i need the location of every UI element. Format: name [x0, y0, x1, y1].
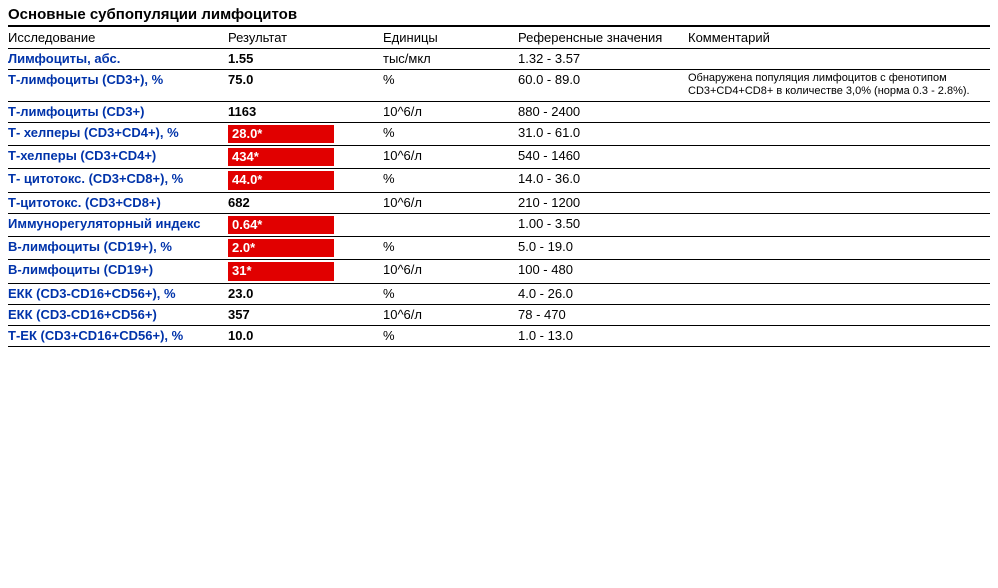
- cell-test-name: ЕКК (CD3-CD16+CD56+), %: [8, 283, 228, 304]
- cell-result: 357: [228, 304, 383, 325]
- table-row: Лимфоциты, абс.1.55тыс/мкл1.32 - 3.57: [8, 49, 990, 70]
- cell-result: 0.64*: [228, 213, 383, 236]
- cell-units: %: [383, 283, 518, 304]
- cell-units: %: [383, 237, 518, 260]
- cell-test-name: Иммунорегуляторный индекс: [8, 213, 228, 236]
- cell-comment: Обнаружена популяция лимфоцитов с феноти…: [688, 70, 990, 101]
- cell-units: тыс/мкл: [383, 49, 518, 70]
- cell-reference: 540 - 1460: [518, 146, 688, 169]
- cell-units: 10^6/л: [383, 101, 518, 122]
- cell-result: 28.0*: [228, 122, 383, 145]
- cell-comment: [688, 304, 990, 325]
- table-row: Т- хелперы (CD3+CD4+), %28.0*%31.0 - 61.…: [8, 122, 990, 145]
- abnormal-flag: 0.64*: [228, 216, 334, 234]
- cell-comment: [688, 169, 990, 192]
- table-row: Т-цитотокс. (CD3+CD8+)68210^6/л210 - 120…: [8, 192, 990, 213]
- table-row: Т- цитотокс. (CD3+CD8+), %44.0*%14.0 - 3…: [8, 169, 990, 192]
- abnormal-flag: 2.0*: [228, 239, 334, 257]
- cell-result: 31*: [228, 260, 383, 283]
- cell-result: 23.0: [228, 283, 383, 304]
- abnormal-flag: 44.0*: [228, 171, 334, 189]
- cell-units: [383, 213, 518, 236]
- cell-reference: 60.0 - 89.0: [518, 70, 688, 101]
- col-units: Единицы: [383, 26, 518, 49]
- cell-comment: [688, 260, 990, 283]
- cell-units: %: [383, 169, 518, 192]
- table-row: ЕКК (CD3-CD16+CD56+)35710^6/л78 - 470: [8, 304, 990, 325]
- cell-comment: [688, 283, 990, 304]
- cell-test-name: Т-ЕК (CD3+CD16+CD56+), %: [8, 326, 228, 347]
- cell-result: 1163: [228, 101, 383, 122]
- cell-test-name: ЕКК (CD3-CD16+CD56+): [8, 304, 228, 325]
- cell-comment: [688, 146, 990, 169]
- cell-test-name: Т- хелперы (CD3+CD4+), %: [8, 122, 228, 145]
- cell-reference: 210 - 1200: [518, 192, 688, 213]
- cell-test-name: Т-лимфоциты (CD3+): [8, 101, 228, 122]
- cell-result: 10.0: [228, 326, 383, 347]
- cell-comment: [688, 49, 990, 70]
- cell-reference: 5.0 - 19.0: [518, 237, 688, 260]
- cell-test-name: В-лимфоциты (CD19+), %: [8, 237, 228, 260]
- cell-units: 10^6/л: [383, 260, 518, 283]
- cell-comment: [688, 122, 990, 145]
- section-title: Основные субпопуляции лимфоцитов: [8, 6, 990, 23]
- cell-comment: [688, 101, 990, 122]
- cell-test-name: Т-лимфоциты (CD3+), %: [8, 70, 228, 101]
- cell-result: 682: [228, 192, 383, 213]
- cell-units: 10^6/л: [383, 192, 518, 213]
- col-ref: Референсные значения: [518, 26, 688, 49]
- abnormal-flag: 28.0*: [228, 125, 334, 143]
- cell-comment: [688, 192, 990, 213]
- cell-reference: 1.0 - 13.0: [518, 326, 688, 347]
- table-row: Иммунорегуляторный индекс0.64* 1.00 - 3.5…: [8, 213, 990, 236]
- cell-result: 434*: [228, 146, 383, 169]
- cell-comment: [688, 326, 990, 347]
- col-comment: Комментарий: [688, 26, 990, 49]
- col-test: Исследование: [8, 26, 228, 49]
- cell-result: 2.0*: [228, 237, 383, 260]
- results-table: Исследование Результат Единицы Референсн…: [8, 25, 990, 347]
- cell-reference: 100 - 480: [518, 260, 688, 283]
- cell-reference: 880 - 2400: [518, 101, 688, 122]
- abnormal-flag: 31*: [228, 262, 334, 280]
- cell-reference: 31.0 - 61.0: [518, 122, 688, 145]
- cell-reference: 78 - 470: [518, 304, 688, 325]
- table-row: Т-ЕК (CD3+CD16+CD56+), %10.0%1.0 - 13.0: [8, 326, 990, 347]
- cell-test-name: Т- цитотокс. (CD3+CD8+), %: [8, 169, 228, 192]
- cell-test-name: Лимфоциты, абс.: [8, 49, 228, 70]
- cell-result: 44.0*: [228, 169, 383, 192]
- cell-reference: 14.0 - 36.0: [518, 169, 688, 192]
- cell-units: %: [383, 326, 518, 347]
- cell-result: 75.0: [228, 70, 383, 101]
- table-row: В-лимфоциты (CD19+)31* 10^6/л100 - 480: [8, 260, 990, 283]
- cell-comment: [688, 237, 990, 260]
- table-header-row: Исследование Результат Единицы Референсн…: [8, 26, 990, 49]
- cell-result: 1.55: [228, 49, 383, 70]
- table-row: ЕКК (CD3-CD16+CD56+), %23.0%4.0 - 26.0: [8, 283, 990, 304]
- table-row: Т-лимфоциты (CD3+)116310^6/л880 - 2400: [8, 101, 990, 122]
- cell-units: 10^6/л: [383, 146, 518, 169]
- cell-reference: 1.00 - 3.50: [518, 213, 688, 236]
- cell-test-name: Т-цитотокс. (CD3+CD8+): [8, 192, 228, 213]
- cell-reference: 1.32 - 3.57: [518, 49, 688, 70]
- cell-units: %: [383, 70, 518, 101]
- table-row: В-лимфоциты (CD19+), %2.0*%5.0 - 19.0: [8, 237, 990, 260]
- cell-reference: 4.0 - 26.0: [518, 283, 688, 304]
- cell-comment: [688, 213, 990, 236]
- table-row: Т-лимфоциты (CD3+), %75.0%60.0 - 89.0Обн…: [8, 70, 990, 101]
- cell-test-name: В-лимфоциты (CD19+): [8, 260, 228, 283]
- cell-test-name: Т-хелперы (CD3+CD4+): [8, 146, 228, 169]
- cell-units: 10^6/л: [383, 304, 518, 325]
- cell-units: %: [383, 122, 518, 145]
- abnormal-flag: 434*: [228, 148, 334, 166]
- col-result: Результат: [228, 26, 383, 49]
- table-row: Т-хелперы (CD3+CD4+)434* 10^6/л540 - 1460: [8, 146, 990, 169]
